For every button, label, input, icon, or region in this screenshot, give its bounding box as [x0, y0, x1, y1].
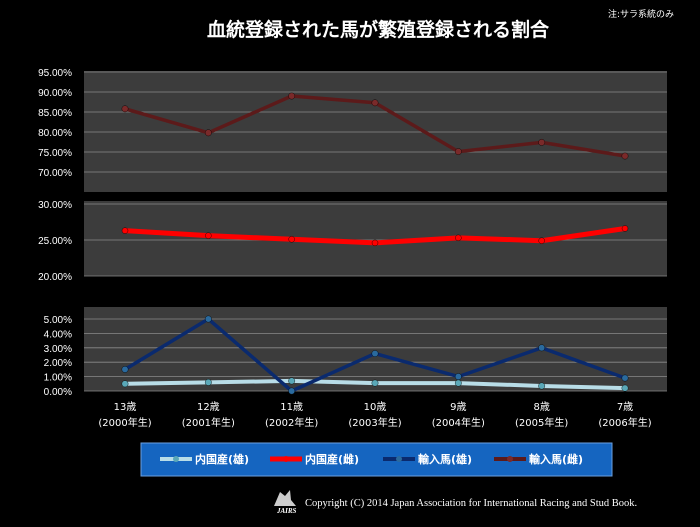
jairs-logo: JAIRS: [274, 490, 297, 515]
legend-item: 輸入馬(雄): [383, 452, 472, 466]
data-point: [205, 232, 212, 239]
panel-2: 5.00% 4.00% 3.00% 2.00% 1.00% 0.00%: [44, 307, 667, 398]
y-tick-label: 70.00%: [38, 168, 72, 179]
data-point: [288, 236, 295, 243]
data-point: [371, 239, 379, 247]
data-point: [288, 387, 296, 395]
y-tick-label: 25.00%: [38, 236, 72, 247]
y-tick-label: 75.00%: [38, 148, 72, 159]
x-tick-year: (2002年生): [265, 416, 318, 429]
data-point: [621, 384, 629, 392]
data-point: [621, 374, 629, 382]
data-point: [538, 237, 545, 244]
series-3: [121, 92, 629, 160]
y-tick-label: 80.00%: [38, 128, 72, 139]
data-point: [454, 379, 462, 387]
series-1: [121, 225, 629, 247]
y-tick-label: 4.00%: [44, 329, 72, 340]
plot-panels: 95.00% 90.00% 85.00% 80.00% 75.00% 70.00% 30.0…: [38, 68, 667, 398]
data-point: [121, 227, 129, 234]
series-2: [121, 315, 629, 395]
chart-note: 注:サラ系統のみ: [608, 8, 674, 20]
x-tick-year: (2004年生): [432, 416, 485, 429]
y-tick-label: 20.00%: [38, 272, 72, 283]
legend-label: 内国産(雄): [195, 452, 249, 466]
legend-swatch-marker: [396, 456, 402, 462]
data-point: [455, 234, 462, 242]
copyright-text: Copyright (C) 2014 Japan Association for…: [305, 498, 637, 509]
horse-logo-icon: [274, 490, 296, 506]
data-point: [288, 92, 296, 100]
y-tick-label: 1.00%: [44, 373, 72, 384]
data-point: [121, 105, 129, 113]
legend-swatch-marker: [283, 456, 289, 462]
y-tick-label: 5.00%: [44, 315, 72, 326]
x-tick-age: 7歳: [617, 401, 633, 413]
logo-text: JAIRS: [276, 507, 297, 515]
data-point: [454, 148, 462, 156]
data-point: [371, 350, 379, 357]
x-tick-age: 10歳: [364, 401, 387, 413]
x-tick-age: 13歳: [114, 401, 137, 413]
data-point: [538, 382, 546, 390]
legend-label: 輸入馬(雌): [529, 452, 583, 466]
data-point: [371, 99, 379, 107]
y-tick-label: 30.00%: [38, 200, 72, 211]
data-point: [454, 373, 462, 380]
x-tick-age: 12歳: [197, 401, 220, 413]
data-point: [371, 379, 379, 387]
data-point: [121, 380, 129, 388]
legend-label: 内国産(雌): [305, 452, 359, 466]
panel-1: 30.00% 25.00% 20.00%: [38, 200, 667, 283]
x-tick-age: 11歳: [280, 401, 303, 413]
data-point: [121, 365, 129, 373]
data-point: [538, 344, 546, 352]
data-point: [204, 378, 212, 386]
x-tick-age: 8歳: [533, 401, 549, 413]
data-point: [538, 138, 546, 146]
plot-area: [84, 201, 667, 276]
legend-item: 輸入馬(雌): [494, 452, 583, 466]
plot-area: [84, 71, 667, 192]
x-tick-year: (2006年生): [598, 416, 651, 429]
y-tick-label: 0.00%: [44, 387, 72, 398]
chart-title: 血統登録された馬が繁殖登録される割合: [207, 18, 550, 41]
legend: 内国産(雄) 内国産(雌) 輸入馬(雄) 輸入馬(雌): [140, 442, 613, 477]
plot-area: [84, 307, 667, 391]
x-axis-labels: 13歳 (2000年生) 12歳 (2001年生) 11歳 (2002年生) 10歳 (200…: [98, 401, 651, 429]
legend-label: 輸入馬(雄): [418, 452, 472, 466]
x-tick-age: 9歳: [450, 401, 466, 413]
x-tick-year: (2001年生): [182, 416, 235, 429]
x-tick-year: (2005年生): [515, 416, 568, 429]
y-tick-label: 85.00%: [38, 108, 72, 119]
panel-0: 95.00% 90.00% 85.00% 80.00% 75.00% 70.00%: [38, 68, 667, 192]
data-point: [621, 225, 629, 232]
legend-box: [140, 442, 613, 477]
legend-item: 内国産(雌): [270, 452, 359, 466]
y-tick-label: 95.00%: [38, 68, 72, 79]
legend-swatch-marker: [173, 456, 179, 462]
y-tick-label: 2.00%: [44, 358, 72, 369]
data-point: [204, 315, 212, 323]
data-point: [288, 377, 296, 385]
y-tick-label: 90.00%: [38, 88, 72, 99]
x-tick-year: (2003年生): [348, 416, 401, 429]
legend-item: 内国産(雄): [160, 452, 249, 466]
x-tick-year: (2000年生): [98, 416, 151, 429]
data-point: [621, 152, 629, 160]
legend-swatch-marker: [507, 456, 513, 462]
data-point: [204, 129, 212, 137]
y-tick-label: 3.00%: [44, 344, 72, 355]
